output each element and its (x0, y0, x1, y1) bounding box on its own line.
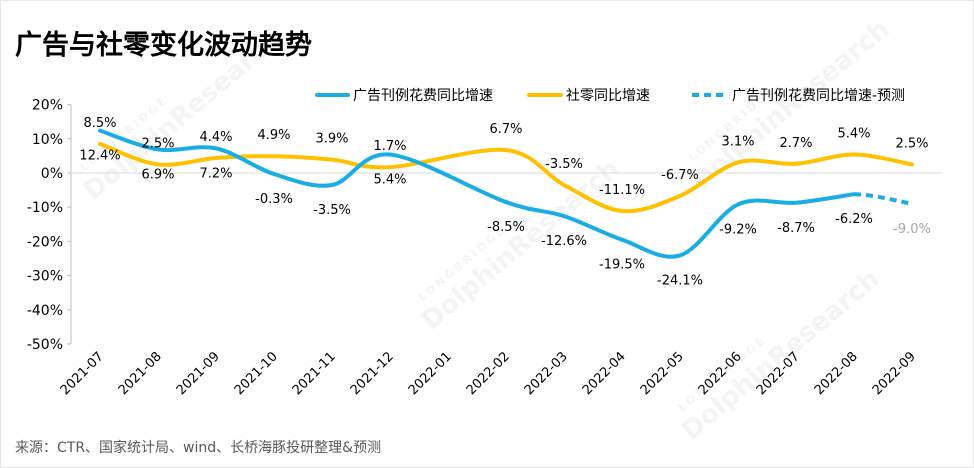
ad-spend-value-label: -19.5% (599, 258, 645, 273)
legend: 广告刊例花费同比增速 社零同比增速 广告刊例花费同比增速-预测 (315, 88, 905, 104)
x-tick-label: 2021-09 (174, 349, 223, 398)
legend-item-ad-spend-forecast: 广告刊例花费同比增速-预测 (692, 88, 905, 104)
retail-sales-value-label: 4.9% (257, 128, 290, 143)
watermark-name: DolphinResearch (686, 14, 895, 196)
x-tick-label: 2022-08 (812, 349, 861, 398)
y-tick-label: 10% (32, 132, 63, 148)
ad-spend-value-label: -24.1% (657, 273, 703, 288)
y-tick-label: 0% (41, 166, 63, 182)
ad-spend-value-label: -6.2% (835, 212, 873, 227)
ad-spend-value-label: 7.2% (199, 166, 232, 181)
ad-spend-value-label: 6.9% (141, 167, 174, 182)
ad-spend-value-label: -9.2% (719, 222, 757, 237)
ad-spend-line (98, 128, 856, 259)
y-tick-label: -40% (27, 303, 63, 319)
y-tick-label: -10% (27, 200, 63, 216)
legend-item-retail-sales: 社零同比增速 (527, 88, 650, 104)
x-tick-label: 2021-08 (116, 349, 165, 398)
retail-sales-value-label: 3.9% (315, 132, 348, 147)
retail-sales-value-label: 2.5% (895, 136, 928, 151)
y-tick-label: 20% (32, 98, 63, 114)
watermark-name: DolphinResearch (416, 154, 625, 336)
retail-sales-line (98, 141, 914, 214)
retail-sales-value-label: 5.4% (837, 127, 870, 142)
x-tick-label: 2022-03 (522, 349, 571, 398)
x-tick-label: 2021-12 (348, 349, 397, 398)
retail-sales-value-label: 1.7% (373, 139, 406, 154)
x-tick-label: 2022-05 (638, 349, 687, 398)
retail-sales-value-label: 8.5% (83, 116, 116, 131)
retail-sales-value-label: 4.4% (199, 130, 232, 145)
ad-spend-value-label: -8.7% (777, 221, 815, 236)
x-tick-label: 2021-11 (290, 349, 339, 398)
ad-spend-forecast-value-label: -9.0% (893, 222, 931, 237)
ad-spend-forecast-line (853, 192, 913, 206)
x-tick-label: 2021-10 (232, 349, 281, 398)
y-tick-label: -20% (27, 234, 63, 250)
legend-item-ad-spend: 广告刊例花费同比增速 (315, 88, 493, 104)
retail-sales-value-label: -11.1% (599, 183, 645, 198)
legend-label-ad-spend: 广告刊例花费同比增速 (353, 88, 493, 104)
ad-spend-value-label: 5.4% (373, 173, 406, 188)
ad-spend-value-label: 12.4% (79, 149, 120, 164)
retail-sales-value-label: -6.7% (661, 168, 699, 183)
chart-title: 广告与社零变化波动趋势 (15, 29, 312, 61)
retail-sales-value-label: 2.7% (779, 136, 812, 151)
x-tick-label: 2022-02 (464, 349, 513, 398)
y-tick-label: -50% (27, 337, 63, 353)
x-tick-label: 2022-01 (406, 349, 455, 398)
ad-spend-value-label: -0.3% (255, 192, 293, 207)
source-note: 来源：CTR、国家统计局、wind、长桥海豚投研整理&预测 (15, 439, 381, 456)
x-tick-label: 2022-04 (580, 349, 629, 398)
x-tick-label: 2021-07 (58, 349, 107, 398)
x-tick-label: 2022-09 (870, 349, 919, 398)
y-tick-label: -30% (27, 269, 63, 285)
ad-spend-value-label: -3.5% (313, 203, 351, 218)
legend-label-retail-sales: 社零同比增速 (566, 88, 650, 104)
ad-spend-value-label: -8.5% (487, 220, 525, 235)
ad-spend-value-label: -12.6% (541, 234, 587, 249)
retail-sales-value-label: 6.7% (489, 122, 522, 137)
retail-sales-value-label: -3.5% (545, 157, 583, 172)
data-labels: 8.5% 2.5% 4.4% 4.9% 3.9% 1.7% 6.7% -3.5% -11.1% -… (79, 116, 931, 288)
legend-label-ad-spend-forecast: 广告刊例花费同比增速-预测 (732, 88, 905, 104)
retail-sales-value-label: 3.1% (721, 134, 754, 149)
series-lines (98, 128, 914, 259)
retail-sales-value-label: 2.5% (141, 136, 174, 151)
